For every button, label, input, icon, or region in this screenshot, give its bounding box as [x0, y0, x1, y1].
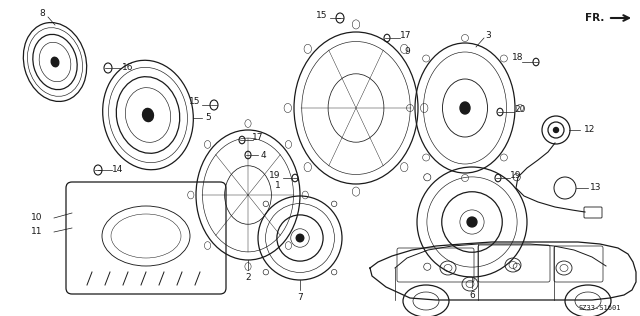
Ellipse shape — [467, 217, 477, 227]
Text: 16: 16 — [122, 64, 134, 72]
Text: 3: 3 — [485, 31, 491, 40]
Ellipse shape — [51, 57, 59, 67]
Text: 14: 14 — [112, 166, 124, 174]
Ellipse shape — [460, 102, 470, 114]
Text: 11: 11 — [31, 228, 42, 236]
Text: 10: 10 — [31, 214, 42, 222]
Text: 20: 20 — [515, 106, 525, 114]
Ellipse shape — [296, 234, 304, 242]
Text: FR.: FR. — [584, 13, 604, 23]
Text: 9: 9 — [404, 47, 410, 57]
Text: 6: 6 — [469, 291, 475, 301]
Ellipse shape — [554, 127, 559, 132]
Text: 19: 19 — [510, 172, 522, 180]
Text: SZ33-S1601: SZ33-S1601 — [579, 305, 621, 311]
Text: 5: 5 — [205, 113, 211, 123]
Text: 13: 13 — [590, 184, 602, 192]
Text: 1: 1 — [275, 180, 281, 190]
Text: 17: 17 — [252, 133, 264, 143]
Text: 19: 19 — [269, 171, 281, 179]
Text: 17: 17 — [400, 32, 412, 40]
Ellipse shape — [143, 108, 154, 122]
Text: 15: 15 — [189, 98, 201, 106]
Text: 8: 8 — [39, 9, 45, 19]
Text: 15: 15 — [316, 11, 328, 21]
Text: 4: 4 — [260, 150, 266, 160]
Text: 2: 2 — [245, 274, 251, 283]
Text: 12: 12 — [584, 125, 596, 135]
Text: 18: 18 — [512, 53, 524, 63]
Text: 7: 7 — [297, 294, 303, 302]
